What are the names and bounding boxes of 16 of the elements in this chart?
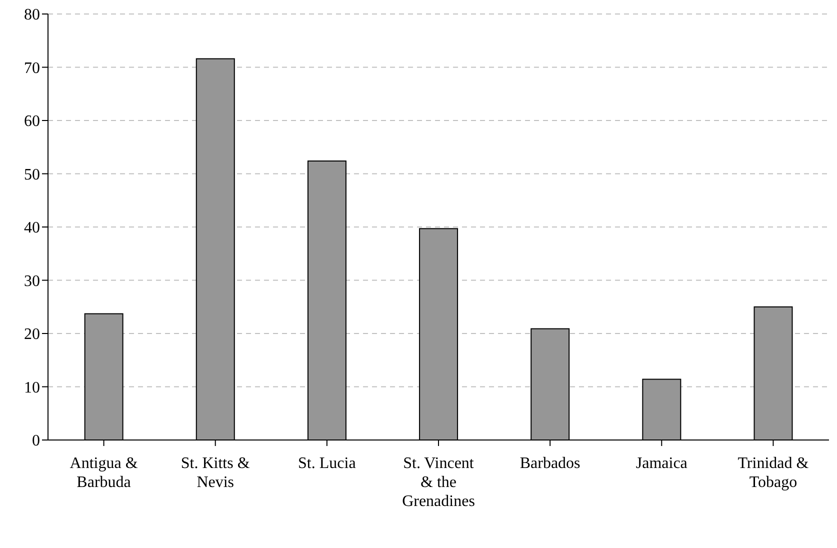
y-tick-label: 0 <box>32 432 40 450</box>
x-tick-label: Antigua & Barbuda <box>70 455 138 491</box>
y-tick-label: 20 <box>24 326 40 344</box>
x-tick-label: Jamaica <box>636 455 688 472</box>
x-tick-label: Barbados <box>520 455 580 472</box>
y-tick-label: 50 <box>24 166 40 184</box>
y-tick-label: 10 <box>24 379 40 396</box>
y-tick-label: 80 <box>24 6 40 24</box>
y-tick-label: 60 <box>24 113 40 130</box>
x-tick-label: St. Vincent & the Grenadines <box>402 455 475 510</box>
y-tick-label: 40 <box>24 220 40 237</box>
y-tick-label: 70 <box>24 60 40 77</box>
x-tick-label: St. Kitts & Nevis <box>180 455 250 491</box>
y-tick-label: 30 <box>24 272 40 290</box>
x-tick-label: Trinidad & Tobago <box>738 455 810 491</box>
x-tick-label: St. Lucia <box>298 455 356 472</box>
